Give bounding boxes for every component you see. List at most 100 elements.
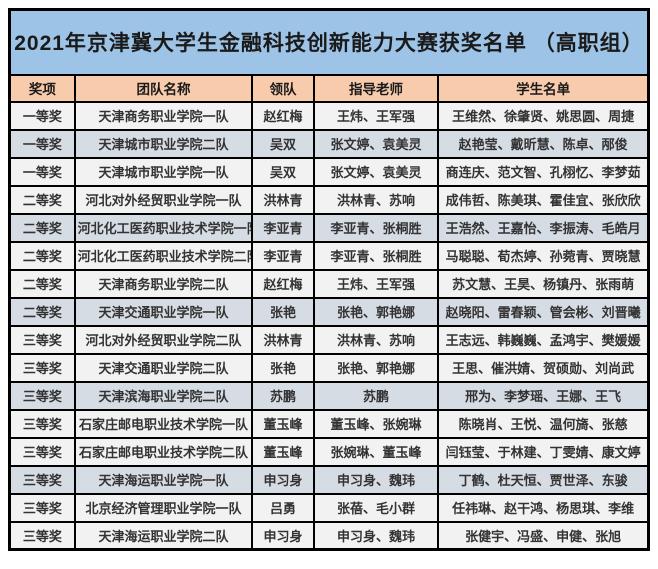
cell-leader: 董玉峰 — [251, 436, 315, 467]
table-row: 三等奖 天津交通职业学院二队 张艳 张艳、郭艳娜 王思、催洪婧、贺硕勋、刘尚武 — [8, 352, 650, 383]
cell-award: 三等奖 — [8, 324, 76, 355]
cell-students: 王浩然、王嘉怡、李振涛、毛皓月 — [437, 212, 650, 243]
cell-students: 张健宇、冯盛、申健、张旭 — [437, 520, 650, 551]
table-row: 三等奖 石家庄邮电职业技术学院一队 董玉峰 董玉峰、张婉琳 陈晓肖、王悦、温何旖… — [8, 408, 650, 439]
table-row: 三等奖 天津海运职业学院二队 申习身 申习身、魏玮 张健宇、冯盛、申健、张旭 — [8, 520, 650, 551]
cell-advisors: 洪林青、苏响 — [312, 324, 440, 355]
table-row: 二等奖 河北对外经贸职业学院一队 洪林青 洪林青、苏响 成伟哲、陈美琪、霍佳宜、… — [8, 184, 650, 215]
cell-students: 苏文慧、王昊、杨镇丹、张雨萌 — [437, 268, 650, 299]
cell-students: 王志远、韩巍巍、孟鸿宇、樊媛媛 — [437, 324, 650, 355]
cell-award: 一等奖 — [8, 156, 76, 187]
table-row: 三等奖 石家庄邮电职业技术学院二队 董玉峰 张婉琳、董玉峰 闫钰莹、于林建、丁雯… — [8, 436, 650, 467]
cell-team: 天津商务职业学院二队 — [73, 268, 254, 299]
cell-team: 河北化工医药职业技术学院二队 — [73, 240, 254, 271]
cell-leader: 张艳 — [251, 352, 315, 383]
table-body: 一等奖 天津商务职业学院一队 赵红梅 王炜、王军强 王维然、徐肇贤、姚思圆、周捷… — [8, 100, 650, 551]
cell-award: 三等奖 — [8, 380, 76, 411]
cell-students: 商连庆、范文智、孔栩忆、李梦茹 — [437, 156, 650, 187]
cell-students: 赵艳莹、戴昕慧、陈卓、邴俊 — [437, 128, 650, 159]
cell-team: 天津交通职业学院一队 — [73, 296, 254, 327]
table-title: 2021年京津冀大学生金融科技创新能力大赛获奖名单 （高职组） — [8, 8, 650, 76]
cell-advisors: 董玉峰、张婉琳 — [312, 408, 440, 439]
cell-leader: 董玉峰 — [251, 408, 315, 439]
cell-advisors: 李亚青、张桐胜 — [312, 212, 440, 243]
cell-leader: 赵红梅 — [251, 268, 315, 299]
table-row: 二等奖 天津商务职业学院二队 赵红梅 王炜、王军强 苏文慧、王昊、杨镇丹、张雨萌 — [8, 268, 650, 299]
cell-students: 成伟哲、陈美琪、霍佳宜、张欣欣 — [437, 184, 650, 215]
cell-team: 河北对外经贸职业学院二队 — [73, 324, 254, 355]
cell-award: 三等奖 — [8, 352, 76, 383]
cell-award: 二等奖 — [8, 240, 76, 271]
cell-advisors: 申习身、魏玮 — [312, 520, 440, 551]
cell-award: 一等奖 — [8, 128, 76, 159]
cell-students: 赵晓阳、雷春颖、管会彬、刘晋曦 — [437, 296, 650, 327]
cell-students: 丁鹤、杜天恒、贾世泽、东骏 — [437, 464, 650, 495]
cell-team: 天津城市职业学院一队 — [73, 156, 254, 187]
table-row: 一等奖 天津商务职业学院一队 赵红梅 王炜、王军强 王维然、徐肇贤、姚思圆、周捷 — [8, 100, 650, 131]
title-row: 2021年京津冀大学生金融科技创新能力大赛获奖名单 （高职组） — [8, 8, 650, 76]
table-row: 二等奖 河北化工医药职业技术学院一队 李亚青 李亚青、张桐胜 王浩然、王嘉怡、李… — [8, 212, 650, 243]
column-header-leader: 领队 — [251, 73, 315, 103]
table-row: 二等奖 河北化工医药职业技术学院二队 李亚青 李亚青、张桐胜 马聪聪、荀杰婷、孙… — [8, 240, 650, 271]
cell-award: 二等奖 — [8, 268, 76, 299]
column-header-students: 学生名单 — [437, 73, 650, 103]
column-header-row: 奖项 团队名称 领队 指导老师 学生名单 — [8, 73, 650, 103]
cell-team: 天津城市职业学院二队 — [73, 128, 254, 159]
cell-advisors: 张蓓、毛小群 — [312, 492, 440, 523]
cell-leader: 吕勇 — [251, 492, 315, 523]
cell-advisors: 王炜、王军强 — [312, 268, 440, 299]
cell-leader: 苏鹏 — [251, 380, 315, 411]
cell-award: 三等奖 — [8, 492, 76, 523]
cell-leader: 李亚青 — [251, 212, 315, 243]
cell-team: 河北化工医药职业技术学院一队 — [73, 212, 254, 243]
cell-leader: 李亚青 — [251, 240, 315, 271]
cell-award: 三等奖 — [8, 436, 76, 467]
table-row: 三等奖 天津海运职业学院一队 申习身 申习身、魏玮 丁鹤、杜天恒、贾世泽、东骏 — [8, 464, 650, 495]
cell-advisors: 张文婷、袁美灵 — [312, 156, 440, 187]
cell-award: 二等奖 — [8, 184, 76, 215]
cell-students: 王思、催洪婧、贺硕勋、刘尚武 — [437, 352, 650, 383]
cell-award: 二等奖 — [8, 212, 76, 243]
cell-leader: 洪林青 — [251, 184, 315, 215]
cell-advisors: 苏鹏 — [312, 380, 440, 411]
cell-advisors: 张艳、郭艳娜 — [312, 352, 440, 383]
cell-award: 三等奖 — [8, 408, 76, 439]
cell-team: 天津海运职业学院二队 — [73, 520, 254, 551]
cell-team: 天津海运职业学院一队 — [73, 464, 254, 495]
cell-students: 马聪聪、荀杰婷、孙菀青、贾晓慧 — [437, 240, 650, 271]
cell-team: 天津滨海职业学院二队 — [73, 380, 254, 411]
cell-team: 天津交通职业学院二队 — [73, 352, 254, 383]
cell-leader: 张艳 — [251, 296, 315, 327]
cell-advisors: 王炜、王军强 — [312, 100, 440, 131]
table-row: 一等奖 天津城市职业学院一队 吴双 张文婷、袁美灵 商连庆、范文智、孔栩忆、李梦… — [8, 156, 650, 187]
cell-leader: 赵红梅 — [251, 100, 315, 131]
cell-students: 任祎琳、赵干鸿、杨思琪、李维 — [437, 492, 650, 523]
cell-advisors: 申习身、魏玮 — [312, 464, 440, 495]
cell-leader: 吴双 — [251, 156, 315, 187]
column-header-team: 团队名称 — [73, 73, 254, 103]
cell-team: 石家庄邮电职业技术学院二队 — [73, 436, 254, 467]
column-header-advisors: 指导老师 — [312, 73, 440, 103]
cell-leader: 申习身 — [251, 520, 315, 551]
table-row: 三等奖 天津滨海职业学院二队 苏鹏 苏鹏 邢为、李梦瑶、王娜、王飞 — [8, 380, 650, 411]
cell-team: 天津商务职业学院一队 — [73, 100, 254, 131]
page: 2021年京津冀大学生金融科技创新能力大赛获奖名单 （高职组） 奖项 团队名称 … — [8, 8, 650, 551]
cell-award: 二等奖 — [8, 296, 76, 327]
cell-award: 一等奖 — [8, 100, 76, 131]
cell-team: 河北对外经贸职业学院一队 — [73, 184, 254, 215]
cell-advisors: 张艳、郭艳娜 — [312, 296, 440, 327]
cell-team: 石家庄邮电职业技术学院一队 — [73, 408, 254, 439]
table-row: 二等奖 天津交通职业学院一队 张艳 张艳、郭艳娜 赵晓阳、雷春颖、管会彬、刘晋曦 — [8, 296, 650, 327]
cell-award: 三等奖 — [8, 464, 76, 495]
table-row: 一等奖 天津城市职业学院二队 吴双 张文婷、袁美灵 赵艳莹、戴昕慧、陈卓、邴俊 — [8, 128, 650, 159]
cell-students: 闫钰莹、于林建、丁雯婧、康文婷 — [437, 436, 650, 467]
cell-students: 陈晓肖、王悦、温何旖、张慈 — [437, 408, 650, 439]
cell-advisors: 张文婷、袁美灵 — [312, 128, 440, 159]
table-row: 三等奖 北京经济管理职业学院一队 吕勇 张蓓、毛小群 任祎琳、赵干鸿、杨思琪、李… — [8, 492, 650, 523]
cell-leader: 吴双 — [251, 128, 315, 159]
cell-advisors: 洪林青、苏响 — [312, 184, 440, 215]
cell-award: 三等奖 — [8, 520, 76, 551]
cell-advisors: 李亚青、张桐胜 — [312, 240, 440, 271]
table-row: 三等奖 河北对外经贸职业学院二队 洪林青 洪林青、苏响 王志远、韩巍巍、孟鸿宇、… — [8, 324, 650, 355]
column-header-award: 奖项 — [8, 73, 76, 103]
